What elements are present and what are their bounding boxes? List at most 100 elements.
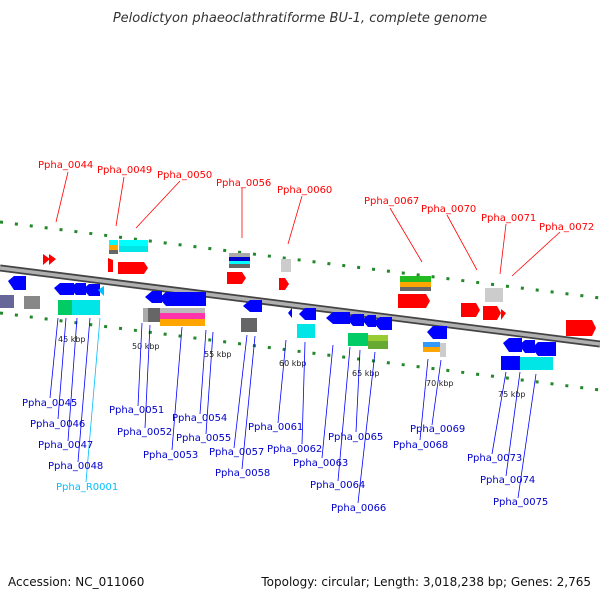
gene-feature[interactable]: [54, 283, 74, 295]
gene-feature[interactable]: [400, 287, 431, 291]
gene-feature[interactable]: [519, 340, 535, 353]
gene-feature[interactable]: [229, 253, 250, 257]
gene-feature[interactable]: [83, 284, 100, 296]
gene-label-ppha-0053[interactable]: Ppha_0053: [143, 450, 198, 461]
gene-feature[interactable]: [520, 357, 553, 370]
gene-label-ppha-0073[interactable]: Ppha_0073: [467, 453, 522, 464]
gene-feature[interactable]: [109, 250, 118, 254]
gene-label-ppha-0044[interactable]: Ppha_0044: [38, 160, 93, 171]
gene-label-ppha-0054[interactable]: Ppha_0054: [172, 413, 227, 424]
gene-feature[interactable]: [288, 308, 292, 318]
gene-feature[interactable]: [227, 272, 246, 284]
gene-label-ppha-0047[interactable]: Ppha_0047: [38, 440, 93, 451]
gene-label-ppha-0050[interactable]: Ppha_0050: [157, 170, 212, 181]
scale-label: 60 kbp: [279, 359, 307, 368]
gene-label-ppha-0057[interactable]: Ppha_0057: [209, 447, 264, 458]
gene-feature[interactable]: [297, 324, 315, 338]
gene-label-ppha-0065[interactable]: Ppha_0065: [328, 432, 383, 443]
gene-feature[interactable]: [0, 295, 14, 308]
gene-feature[interactable]: [423, 342, 440, 347]
gene-feature[interactable]: [368, 341, 388, 349]
gene-feature[interactable]: [109, 240, 118, 245]
gene-feature[interactable]: [8, 276, 26, 290]
gene-feature[interactable]: [501, 356, 520, 370]
gene-feature[interactable]: [70, 283, 86, 295]
gene-label-ppha-0074[interactable]: Ppha_0074: [480, 475, 535, 486]
gene-feature[interactable]: [229, 264, 250, 268]
gene-label-ppha-0075[interactable]: Ppha_0075: [493, 497, 548, 508]
gene-label-ppha-0060[interactable]: Ppha_0060: [277, 185, 332, 196]
gene-feature[interactable]: [566, 320, 596, 336]
gene-label-ppha-0067[interactable]: Ppha_0067: [364, 196, 419, 207]
scale-label: 75 kbp: [498, 390, 526, 399]
gene-feature[interactable]: [400, 276, 431, 282]
gene-label-ppha-0070[interactable]: Ppha_0070: [421, 204, 476, 215]
gene-feature[interactable]: [143, 308, 148, 322]
gene-feature[interactable]: [398, 294, 430, 308]
top-leader-lines: [55, 171, 561, 277]
gene-feature[interactable]: [43, 254, 50, 265]
gene-label-ppha-0045[interactable]: Ppha_0045: [22, 398, 77, 409]
gene-label-ppha-0055[interactable]: Ppha_0055: [176, 433, 231, 444]
gene-feature[interactable]: [400, 282, 431, 287]
gene-feature[interactable]: [118, 262, 148, 274]
gene-feature[interactable]: [368, 335, 388, 341]
gene-feature[interactable]: [299, 308, 316, 320]
gene-label-ppha-0063[interactable]: Ppha_0063: [293, 458, 348, 469]
map-title: Pelodictyon phaeoclathratiforme BU-1, co…: [113, 11, 487, 26]
gene-feature[interactable]: [532, 342, 556, 356]
gene-label-ppha-0061[interactable]: Ppha_0061: [248, 422, 303, 433]
gene-feature[interactable]: [326, 312, 350, 324]
gene-feature[interactable]: [119, 240, 148, 246]
gene-feature[interactable]: [159, 292, 206, 306]
gene-feature[interactable]: [98, 286, 104, 296]
gene-feature[interactable]: [241, 318, 257, 332]
gene-feature[interactable]: [108, 258, 113, 272]
gene-feature[interactable]: [160, 308, 205, 313]
gene-feature[interactable]: [348, 333, 368, 346]
gene-label-ppha-0069[interactable]: Ppha_0069: [410, 424, 465, 435]
gene-label-ppha-0046[interactable]: Ppha_0046: [30, 419, 85, 430]
gene-feature[interactable]: [148, 308, 160, 322]
gene-label-ppha-0048[interactable]: Ppha_0048: [48, 461, 103, 472]
gene-label-ppha-0062[interactable]: Ppha_0062: [267, 444, 322, 455]
gene-feature[interactable]: [461, 303, 480, 317]
gene-label-ppha-0071[interactable]: Ppha_0071: [481, 213, 536, 224]
gene-feature[interactable]: [160, 319, 205, 326]
gene-feature[interactable]: [423, 347, 440, 352]
gene-feature[interactable]: [503, 338, 522, 352]
scale-label: 65 kbp: [352, 369, 380, 378]
gene-feature[interactable]: [362, 315, 376, 327]
gene-label-ppha-r0001[interactable]: Ppha_R0001: [56, 482, 118, 493]
gene-feature[interactable]: [229, 257, 250, 261]
gene-feature[interactable]: [119, 246, 148, 252]
gene-feature[interactable]: [347, 314, 364, 326]
gene-label-ppha-0052[interactable]: Ppha_0052: [117, 427, 172, 438]
gene-feature[interactable]: [483, 306, 501, 320]
gene-feature[interactable]: [24, 296, 40, 309]
gene-feature[interactable]: [109, 245, 118, 250]
gene-feature[interactable]: [72, 300, 100, 315]
gene-feature[interactable]: [229, 261, 250, 264]
gene-label-ppha-0066[interactable]: Ppha_0066: [331, 503, 386, 514]
gene-feature[interactable]: [58, 300, 72, 315]
gene-feature[interactable]: [485, 288, 503, 302]
gene-label-ppha-0051[interactable]: Ppha_0051: [109, 405, 164, 416]
gene-label-ppha-0049[interactable]: Ppha_0049: [97, 165, 152, 176]
gene-label-ppha-0058[interactable]: Ppha_0058: [215, 468, 270, 479]
gene-feature[interactable]: [49, 254, 56, 265]
gene-label-ppha-0064[interactable]: Ppha_0064: [310, 480, 365, 491]
gene-feature[interactable]: [373, 317, 392, 330]
gene-label-ppha-0068[interactable]: Ppha_0068: [393, 440, 448, 451]
gene-feature[interactable]: [243, 300, 262, 312]
gene-label-ppha-0056[interactable]: Ppha_0056: [216, 178, 271, 189]
gene-feature[interactable]: [160, 313, 205, 319]
gene-feature[interactable]: [279, 278, 289, 290]
gene-label-ppha-0072[interactable]: Ppha_0072: [539, 222, 594, 233]
gene-feature[interactable]: [281, 259, 291, 272]
gene-feature[interactable]: [440, 343, 446, 357]
scale-label: 55 kbp: [204, 350, 232, 359]
gene-feature[interactable]: [427, 326, 447, 339]
gene-feature[interactable]: [501, 309, 506, 320]
gene-feature[interactable]: [145, 291, 162, 303]
